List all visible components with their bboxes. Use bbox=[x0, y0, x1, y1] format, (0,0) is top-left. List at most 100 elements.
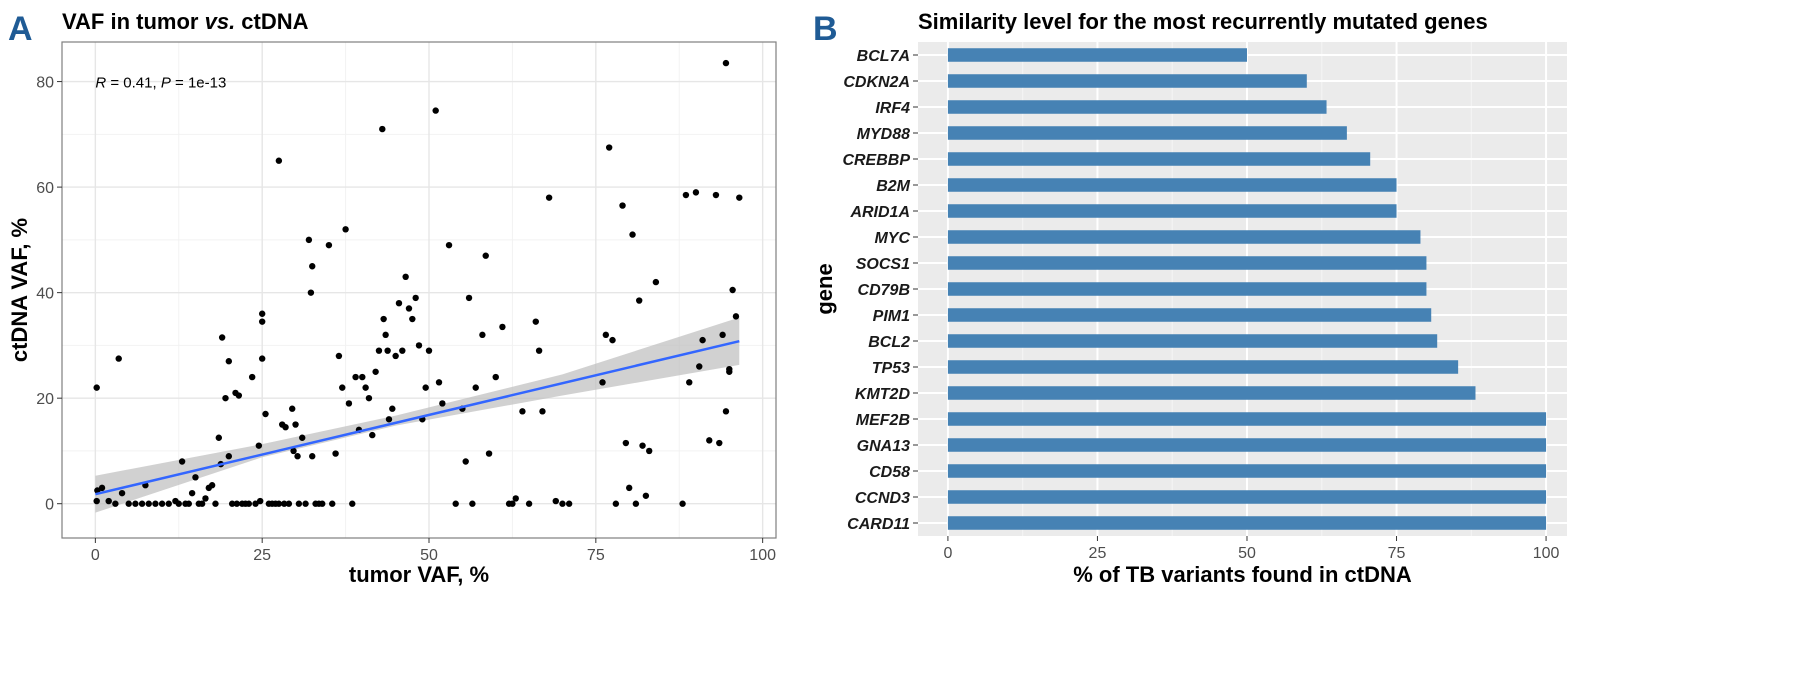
scatter-point bbox=[198, 500, 206, 507]
scatter-point bbox=[445, 241, 453, 249]
scatter-point bbox=[349, 500, 356, 507]
scatter-point bbox=[439, 400, 446, 407]
scatter-point bbox=[629, 231, 636, 238]
scatter-point bbox=[158, 500, 166, 507]
scatter-point bbox=[736, 194, 743, 201]
gene-label: PIM1 bbox=[873, 308, 910, 325]
scatter-point bbox=[105, 497, 112, 505]
scatter-point bbox=[385, 416, 393, 423]
scatter-point bbox=[465, 294, 473, 302]
bar bbox=[947, 204, 1397, 218]
scatter-point bbox=[319, 500, 326, 507]
scatter-point bbox=[509, 500, 516, 507]
scatter-point bbox=[175, 500, 182, 507]
scatter-point bbox=[706, 437, 713, 444]
scatter-point bbox=[719, 331, 726, 339]
scatter-point bbox=[686, 379, 693, 386]
scatter-point bbox=[380, 315, 387, 323]
scatter-point bbox=[432, 107, 439, 114]
bar bbox=[947, 282, 1427, 296]
gene-label: CCND3 bbox=[855, 490, 910, 507]
annotation-r-value: = 0.41, bbox=[106, 75, 161, 92]
scatter-point bbox=[299, 434, 306, 441]
gene-label: MYD88 bbox=[857, 126, 910, 143]
panel-b-x-tick-label: 50 bbox=[1238, 545, 1256, 562]
scatter-point bbox=[682, 191, 690, 199]
scatter-point bbox=[369, 431, 376, 439]
scatter-point bbox=[632, 500, 640, 507]
scatter-point bbox=[282, 423, 289, 431]
gene-label: BCL7A bbox=[857, 48, 910, 65]
scatter-point bbox=[472, 384, 479, 391]
panel-a-y-tick-label: 80 bbox=[36, 75, 54, 92]
scatter-point bbox=[726, 365, 733, 373]
scatter-point bbox=[332, 450, 339, 457]
scatter-point bbox=[482, 252, 489, 259]
scatter-point bbox=[309, 453, 316, 460]
scatter-point bbox=[245, 500, 253, 507]
bar bbox=[947, 334, 1438, 348]
gene-label: BCL2 bbox=[868, 334, 910, 351]
scatter-point bbox=[485, 450, 493, 457]
scatter-point bbox=[409, 315, 416, 323]
scatter-point bbox=[399, 347, 406, 354]
gene-label: MEF2B bbox=[856, 412, 910, 429]
scatter-point bbox=[479, 331, 486, 339]
scatter-point bbox=[305, 236, 313, 244]
scatter-point bbox=[379, 125, 386, 133]
scatter-point bbox=[605, 144, 613, 151]
scatter-point bbox=[469, 500, 476, 507]
bar bbox=[947, 100, 1327, 114]
scatter-point bbox=[372, 368, 379, 375]
scatter-point bbox=[292, 421, 299, 428]
gene-label: CREBBP bbox=[842, 152, 910, 169]
scatter-point bbox=[222, 394, 229, 402]
bar bbox=[947, 126, 1347, 140]
scatter-point bbox=[339, 384, 346, 391]
scatter-point bbox=[185, 500, 192, 507]
gene-label: IRF4 bbox=[875, 100, 910, 117]
panel-a-letter: A bbox=[8, 10, 33, 48]
gene-label: B2M bbox=[876, 178, 910, 195]
scatter-point bbox=[115, 355, 122, 362]
bar bbox=[947, 178, 1397, 192]
scatter-point bbox=[289, 405, 296, 412]
panel-b-x-tick-label: 25 bbox=[1089, 545, 1107, 562]
panel-a-x-tick-label: 0 bbox=[91, 547, 100, 564]
gene-label: GNA13 bbox=[857, 438, 910, 455]
scatter-point bbox=[285, 500, 293, 507]
scatter-point bbox=[165, 500, 172, 507]
scatter-point bbox=[275, 500, 283, 507]
scatter-point bbox=[255, 442, 263, 449]
scatter-point bbox=[93, 497, 100, 505]
scatter-point bbox=[352, 373, 359, 381]
scatter-point bbox=[679, 500, 686, 507]
annotation-r-label: R bbox=[95, 75, 106, 92]
scatter-point bbox=[612, 500, 620, 507]
scatter-point bbox=[188, 489, 196, 497]
scatter-point bbox=[722, 408, 730, 415]
scatter-point bbox=[98, 484, 106, 492]
panel-a-correlation-annotation: R = 0.41, P = 1e-13 bbox=[95, 75, 226, 92]
scatter-point bbox=[258, 355, 266, 362]
scatter-point bbox=[619, 202, 626, 209]
scatter-point bbox=[519, 408, 526, 415]
gene-label: CARD11 bbox=[847, 516, 910, 533]
scatter-point bbox=[412, 294, 419, 302]
annotation-p-value: = 1e-13 bbox=[171, 75, 226, 92]
panel-a-confidence-band bbox=[95, 317, 740, 513]
panel-a-x-tick-label: 50 bbox=[420, 547, 438, 564]
scatter-point bbox=[602, 331, 610, 339]
scatter-point bbox=[258, 318, 266, 325]
scatter-point bbox=[138, 500, 146, 507]
scatter-point bbox=[329, 500, 336, 507]
scatter-point bbox=[233, 500, 241, 507]
scatter-point bbox=[228, 500, 236, 507]
scatter-point bbox=[152, 500, 159, 507]
scatter-point bbox=[642, 492, 650, 499]
scatter-point bbox=[625, 484, 633, 492]
scatter-point bbox=[93, 384, 100, 391]
scatter-point bbox=[281, 500, 288, 507]
scatter-point bbox=[365, 394, 373, 402]
gene-label: ARID1A bbox=[849, 204, 910, 221]
